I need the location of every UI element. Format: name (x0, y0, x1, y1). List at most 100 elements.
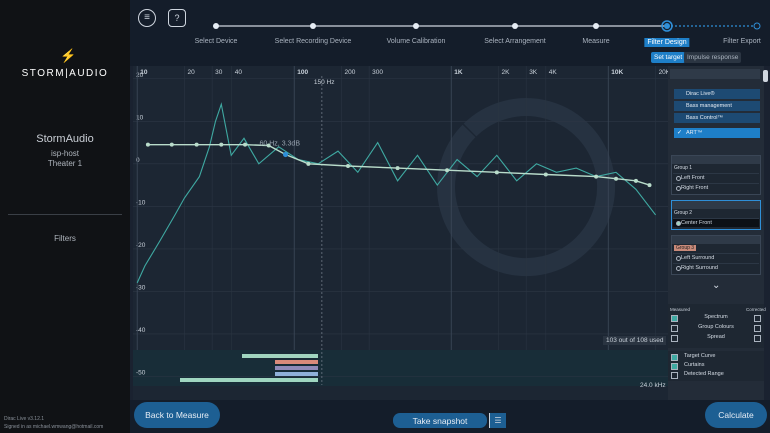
chevron[interactable]: ⌄ (712, 280, 721, 291)
checkbox[interactable] (754, 335, 761, 342)
device-name: StormAudio (36, 133, 94, 145)
target-point (633, 178, 638, 183)
target-point (614, 176, 619, 181)
group-header (672, 156, 760, 164)
host: isp-host (50, 149, 79, 158)
step-dot (512, 23, 518, 29)
step-dot (753, 22, 761, 30)
section: Filters (54, 234, 76, 243)
step-dot (413, 23, 419, 29)
channel-item[interactable]: Right Front (673, 183, 759, 192)
option-label: Curtains (684, 362, 705, 368)
channel-item[interactable]: Left Front (673, 173, 759, 182)
channel-item[interactable]: Right Surround (673, 263, 759, 272)
x-tick-label: 4K (549, 69, 558, 76)
tab[interactable]: Impulse response (684, 52, 742, 63)
checkbox[interactable] (754, 325, 761, 332)
channel-item[interactable]: Center Front (673, 218, 759, 227)
mode-item[interactable]: Dirac Live® (674, 89, 760, 99)
mode-item[interactable]: Bass management (674, 101, 760, 111)
group-header (672, 201, 760, 209)
target-point (266, 143, 271, 148)
sidebar: ⚡ STORM|AUDIO StormAudio isp-host Theate… (0, 0, 130, 433)
step-track (213, 20, 761, 32)
step-label: Volume Calibration (386, 38, 446, 45)
step-label: Filter Design (644, 38, 690, 47)
back-button[interactable]: Back to Measure (134, 402, 220, 428)
step-label: Select Arrangement (484, 38, 546, 45)
target-point (445, 168, 450, 173)
y-tick-label: -40 (136, 327, 146, 334)
filter-bar (275, 360, 318, 364)
option-label: Detected Range (684, 371, 724, 377)
group-card[interactable]: Group 2 Center Front (671, 200, 761, 230)
version: Dirac Live v3.12.1 (4, 416, 45, 422)
target-point (169, 142, 174, 147)
x-tick-label: 40 (235, 69, 243, 76)
checkbox[interactable] (671, 372, 678, 379)
x-tick-label: 10K (611, 69, 623, 76)
step-label: Select Device (194, 38, 238, 45)
checkbox[interactable] (671, 335, 678, 342)
y-tick-label: -30 (136, 284, 146, 291)
target-point (282, 151, 289, 158)
target-point (243, 142, 248, 147)
target-point (219, 142, 224, 147)
x-tick-label: 100 (297, 69, 308, 76)
legend-row: Spread (707, 334, 725, 340)
radio (676, 266, 681, 271)
brand: STORM|AUDIO (21, 68, 109, 79)
checkbox[interactable] (754, 315, 761, 322)
legend-row: Spectrum (704, 314, 728, 320)
x-tick-label: 10 (140, 69, 148, 76)
legend-header: Measured (670, 307, 691, 312)
panel-header (670, 69, 760, 79)
mode-item[interactable]: ART™ (674, 128, 760, 138)
y-tick-label: 20 (136, 72, 144, 79)
target-point (194, 142, 199, 147)
filter-bar (180, 378, 318, 382)
help-button[interactable]: ? (168, 9, 186, 27)
x-tick-label: 20 (187, 69, 195, 76)
target-point (543, 172, 548, 177)
radio (676, 256, 681, 261)
tab-active[interactable]: Set target (651, 52, 686, 63)
checkbox[interactable] (671, 363, 678, 370)
radio (676, 221, 681, 226)
step-dot (310, 23, 316, 29)
channel-item[interactable]: Left Surround (673, 253, 759, 262)
scrollbar[interactable] (763, 70, 768, 82)
checkbox[interactable] (671, 315, 678, 322)
options-box (668, 351, 764, 381)
option-label: Target Curve (684, 353, 716, 359)
group-card[interactable]: Group 1 Left Front Right Front (671, 155, 761, 195)
step-dot-ring (661, 20, 673, 32)
y-tick-label: -20 (136, 242, 146, 249)
step-label: Filter Export (723, 38, 761, 45)
range: 24.0 kHz (640, 382, 666, 389)
y-tick-label: 10 (136, 114, 144, 121)
step-dot (664, 23, 670, 29)
measured-curve (136, 102, 657, 284)
y-tick-label: 0 (136, 157, 140, 164)
group-name: Group 1 (674, 165, 693, 171)
step-label: Select Recording Device (274, 38, 352, 45)
divider (8, 214, 122, 215)
calculate-button[interactable]: Calculate (705, 402, 767, 428)
snapshot-button[interactable]: Take snapshot (393, 413, 487, 428)
filter-bar (242, 354, 318, 358)
snapshot-list[interactable]: ☰ (489, 413, 506, 428)
watermark (437, 98, 615, 276)
mode-item[interactable]: Bass Control™ (674, 113, 760, 123)
signed-in: Signed in as michael.wmwang@hotmail.com (4, 424, 104, 430)
checkbox[interactable] (671, 325, 678, 332)
x-tick-label: 1K (454, 69, 463, 76)
logo-icon: ⚡ (60, 48, 77, 63)
target-point (346, 163, 351, 168)
group-card[interactable]: Group 3 Left Surround Right Surround (671, 235, 761, 275)
step-dot (593, 23, 599, 29)
checkbox[interactable] (671, 354, 678, 361)
menu-button[interactable]: ≡ (138, 9, 156, 27)
